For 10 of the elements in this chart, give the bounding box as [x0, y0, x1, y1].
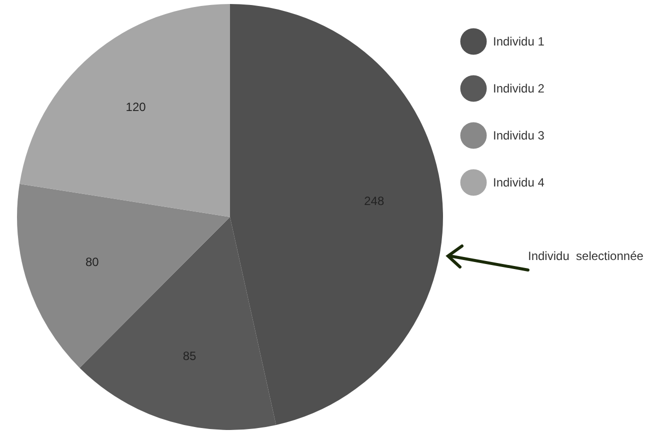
- data-label: 120: [126, 100, 146, 114]
- data-label: 85: [182, 349, 197, 364]
- legend-label: Individu 2: [493, 82, 545, 96]
- legend-label: Individu 4: [493, 176, 545, 190]
- legend-label: Individu 1: [493, 34, 545, 48]
- data-label: 80: [85, 254, 100, 269]
- text: Individu selectionnée: [528, 249, 644, 263]
- pie-slice: [20, 4, 230, 217]
- legend-label: Individu 3: [493, 128, 545, 142]
- pie-slice: [17, 184, 230, 368]
